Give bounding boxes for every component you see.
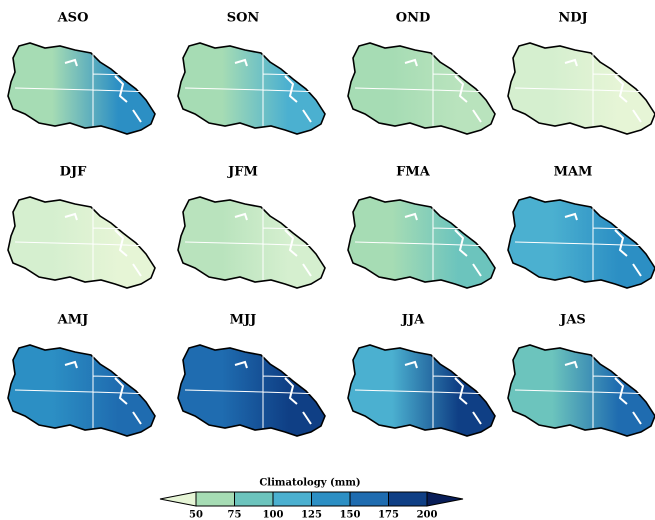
- river: [234, 58, 312, 123]
- map-panel: [7, 344, 156, 437]
- state-boundary: [354, 53, 494, 126]
- river: [64, 212, 142, 277]
- panel-title: MJJ: [230, 313, 257, 328]
- map-panel: [177, 42, 326, 135]
- colorbar-box: [349, 491, 389, 507]
- colorbar-tick-label: 75: [228, 510, 242, 520]
- river: [64, 360, 142, 425]
- basin-region: [507, 196, 655, 289]
- colorbar-tick-label: 200: [417, 510, 438, 520]
- panel-title: JAS: [559, 313, 586, 328]
- state-boundary: [184, 207, 324, 280]
- basin-region: [177, 42, 326, 135]
- basin-region: [7, 42, 156, 135]
- basin-region: [347, 344, 496, 437]
- panel-title: ASO: [57, 11, 89, 26]
- basin-region: [507, 42, 655, 135]
- river: [404, 360, 482, 425]
- river: [64, 58, 142, 123]
- river: [564, 212, 642, 277]
- panel-title: SON: [227, 11, 260, 26]
- map-panel: [177, 196, 326, 289]
- river: [404, 58, 482, 123]
- river: [564, 360, 642, 425]
- map-panel: [347, 196, 496, 289]
- state-boundary: [514, 53, 654, 126]
- map-panel: [7, 196, 156, 289]
- colorbar-extend-high: [426, 491, 464, 507]
- colorbar-box: [311, 491, 351, 507]
- state-boundary: [354, 207, 494, 280]
- basin-region: [7, 196, 156, 289]
- colorbar-title: Climatology (mm): [259, 478, 360, 489]
- colorbar-tick-label: 125: [301, 510, 322, 520]
- colorbar-extend-low: [159, 491, 197, 507]
- basin-region: [7, 344, 156, 437]
- map-panel: [177, 344, 326, 437]
- map-panel: [507, 196, 655, 289]
- panel-title: JFM: [227, 165, 258, 180]
- panel-title: MAM: [554, 165, 593, 180]
- colorbar-box: [234, 491, 274, 507]
- colorbar-tick-label: 175: [378, 510, 399, 520]
- basin-region: [347, 42, 496, 135]
- river: [564, 58, 642, 123]
- panel-title: JJA: [401, 313, 425, 328]
- panel-title: NDJ: [558, 11, 587, 26]
- river: [404, 212, 482, 277]
- colorbar-tick-label: 150: [340, 510, 361, 520]
- state-boundary: [14, 355, 154, 428]
- panel-title: OND: [396, 11, 430, 26]
- state-boundary: [514, 207, 654, 280]
- state-boundary: [184, 355, 324, 428]
- river: [234, 212, 312, 277]
- colorbar-tick-label: 50: [189, 510, 203, 520]
- basin-region: [177, 196, 326, 289]
- map-panel: [507, 344, 655, 437]
- basin-region: [347, 196, 496, 289]
- map-panel: [347, 42, 496, 135]
- colorbar-box: [388, 491, 428, 507]
- colorbar-tick-label: 100: [263, 510, 284, 520]
- map-panel: [347, 344, 496, 437]
- panel-title: DJF: [60, 165, 87, 180]
- panel-title: AMJ: [57, 313, 89, 328]
- colorbar-box: [195, 491, 235, 507]
- colorbar-box: [272, 491, 312, 507]
- river: [234, 360, 312, 425]
- state-boundary: [14, 207, 154, 280]
- basin-region: [177, 344, 326, 437]
- state-boundary: [14, 53, 154, 126]
- state-boundary: [184, 53, 324, 126]
- panel-title: FMA: [396, 165, 431, 180]
- map-panel: [507, 42, 655, 135]
- basin-region: [507, 344, 655, 437]
- state-boundary: [514, 355, 654, 428]
- state-boundary: [354, 355, 494, 428]
- map-panel: [7, 42, 156, 135]
